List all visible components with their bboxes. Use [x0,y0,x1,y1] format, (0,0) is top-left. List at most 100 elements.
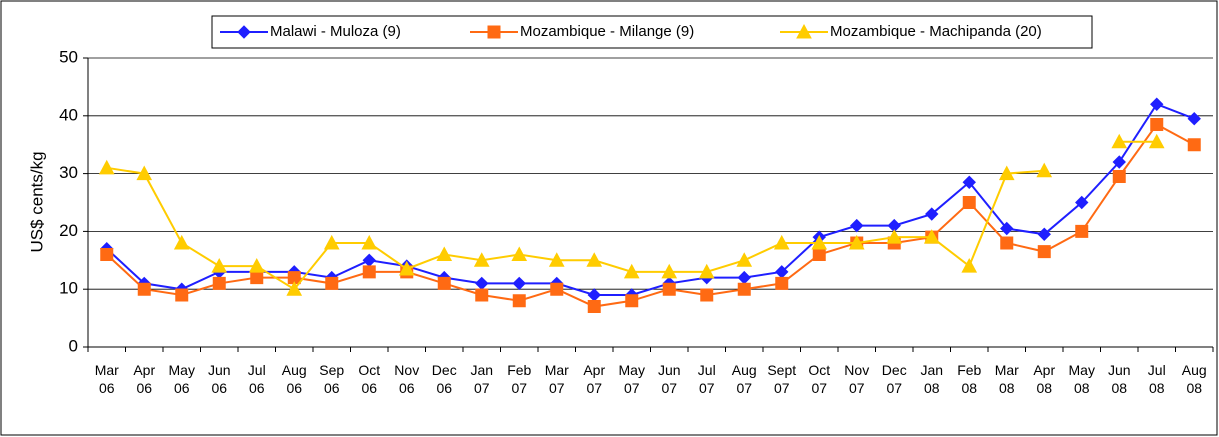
x-tick-label: Oct 07 [808,362,831,396]
marker [586,252,603,267]
marker [137,282,151,296]
marker [361,234,378,250]
legend-marker [796,23,812,39]
marker [286,281,303,296]
marker [1037,227,1051,241]
marker [100,248,114,262]
legend-label: Mozambique - Machipanda (20) [830,23,1042,40]
marker [925,207,939,221]
marker [475,288,489,302]
y-tick-label: 30 [59,163,78,182]
legend-label: Malawi - Muloza (9) [270,23,401,40]
marker [1187,111,1201,126]
marker [1037,245,1051,259]
x-tick-label: May 07 [618,362,645,396]
x-tick-label: Mar 07 [544,362,569,396]
x-tick-label: Feb 08 [957,362,982,396]
x-tick-label: Jan 07 [470,362,494,396]
marker [737,282,751,296]
marker [325,276,339,290]
marker [962,196,976,209]
marker [736,252,753,267]
marker [436,246,453,262]
marker [998,165,1015,181]
marker [136,165,153,181]
marker [1150,117,1164,131]
marker [850,218,864,233]
x-tick-label: Jun 08 [1107,362,1131,396]
marker [886,229,903,244]
x-tick-label: Jun 06 [207,362,231,396]
x-tick-label: Oct 06 [358,362,381,396]
marker [550,282,564,296]
marker [1150,97,1164,111]
marker [1075,224,1089,238]
x-tick-label: Jun 07 [657,362,681,396]
x-tick-label: Dec 07 [881,362,907,396]
y-tick-label: 40 [59,105,78,124]
legend-marker [487,25,501,39]
legend-box [211,15,1093,49]
x-tick-label: May 06 [168,362,195,396]
marker [625,294,639,308]
marker [773,234,790,250]
legend-marker [237,25,251,39]
marker [212,276,226,290]
marker [250,271,264,285]
marker [1036,162,1053,178]
marker [698,263,715,279]
marker [587,300,601,314]
marker [662,282,676,296]
y-tick-label: 50 [59,47,78,66]
marker [362,265,376,279]
x-tick-label: May 08 [1068,362,1095,396]
marker [211,258,228,273]
x-tick-label: Jul 07 [697,362,716,396]
x-tick-label: Aug 06 [281,362,307,396]
x-tick-label: Apr 06 [133,362,156,396]
marker [661,263,678,279]
x-tick-label: Jul 06 [247,362,266,396]
y-tick-label: 0 [69,336,78,355]
marker [287,271,301,285]
marker [1075,195,1089,210]
marker [812,248,826,262]
x-tick-label: Apr 07 [583,362,606,396]
marker [811,234,828,250]
marker [512,276,526,291]
y-tick-label: 20 [59,221,78,240]
marker [1112,169,1126,183]
marker [1187,138,1201,152]
marker [923,229,940,244]
marker [173,234,190,250]
marker [1148,133,1165,149]
x-tick-label: Jan 08 [920,362,944,396]
marker [175,288,189,302]
marker [775,276,789,290]
marker [548,252,565,267]
x-tick-label: Jul 08 [1147,362,1166,396]
x-tick-label: Sep 06 [319,362,345,396]
x-tick-label: Apr 08 [1033,362,1056,396]
legend-label: Mozambique - Milange (9) [520,23,694,40]
marker [1000,236,1014,250]
marker [511,246,528,262]
marker [961,258,978,273]
y-axis-label: US$ cents/kg [27,151,46,252]
marker [437,276,451,290]
marker [848,234,865,250]
x-tick-label: Nov 06 [394,362,420,396]
x-tick-label: Nov 07 [844,362,870,396]
marker [398,260,415,276]
x-tick-label: Sept 07 [767,362,797,396]
x-tick-label: Aug 07 [731,362,757,396]
marker [1000,221,1014,236]
x-tick-label: Dec 06 [431,362,457,396]
x-tick-label: Mar 06 [94,362,119,396]
marker [1111,133,1128,149]
x-tick-label: Aug 08 [1181,362,1207,396]
y-tick-label: 10 [59,279,78,298]
